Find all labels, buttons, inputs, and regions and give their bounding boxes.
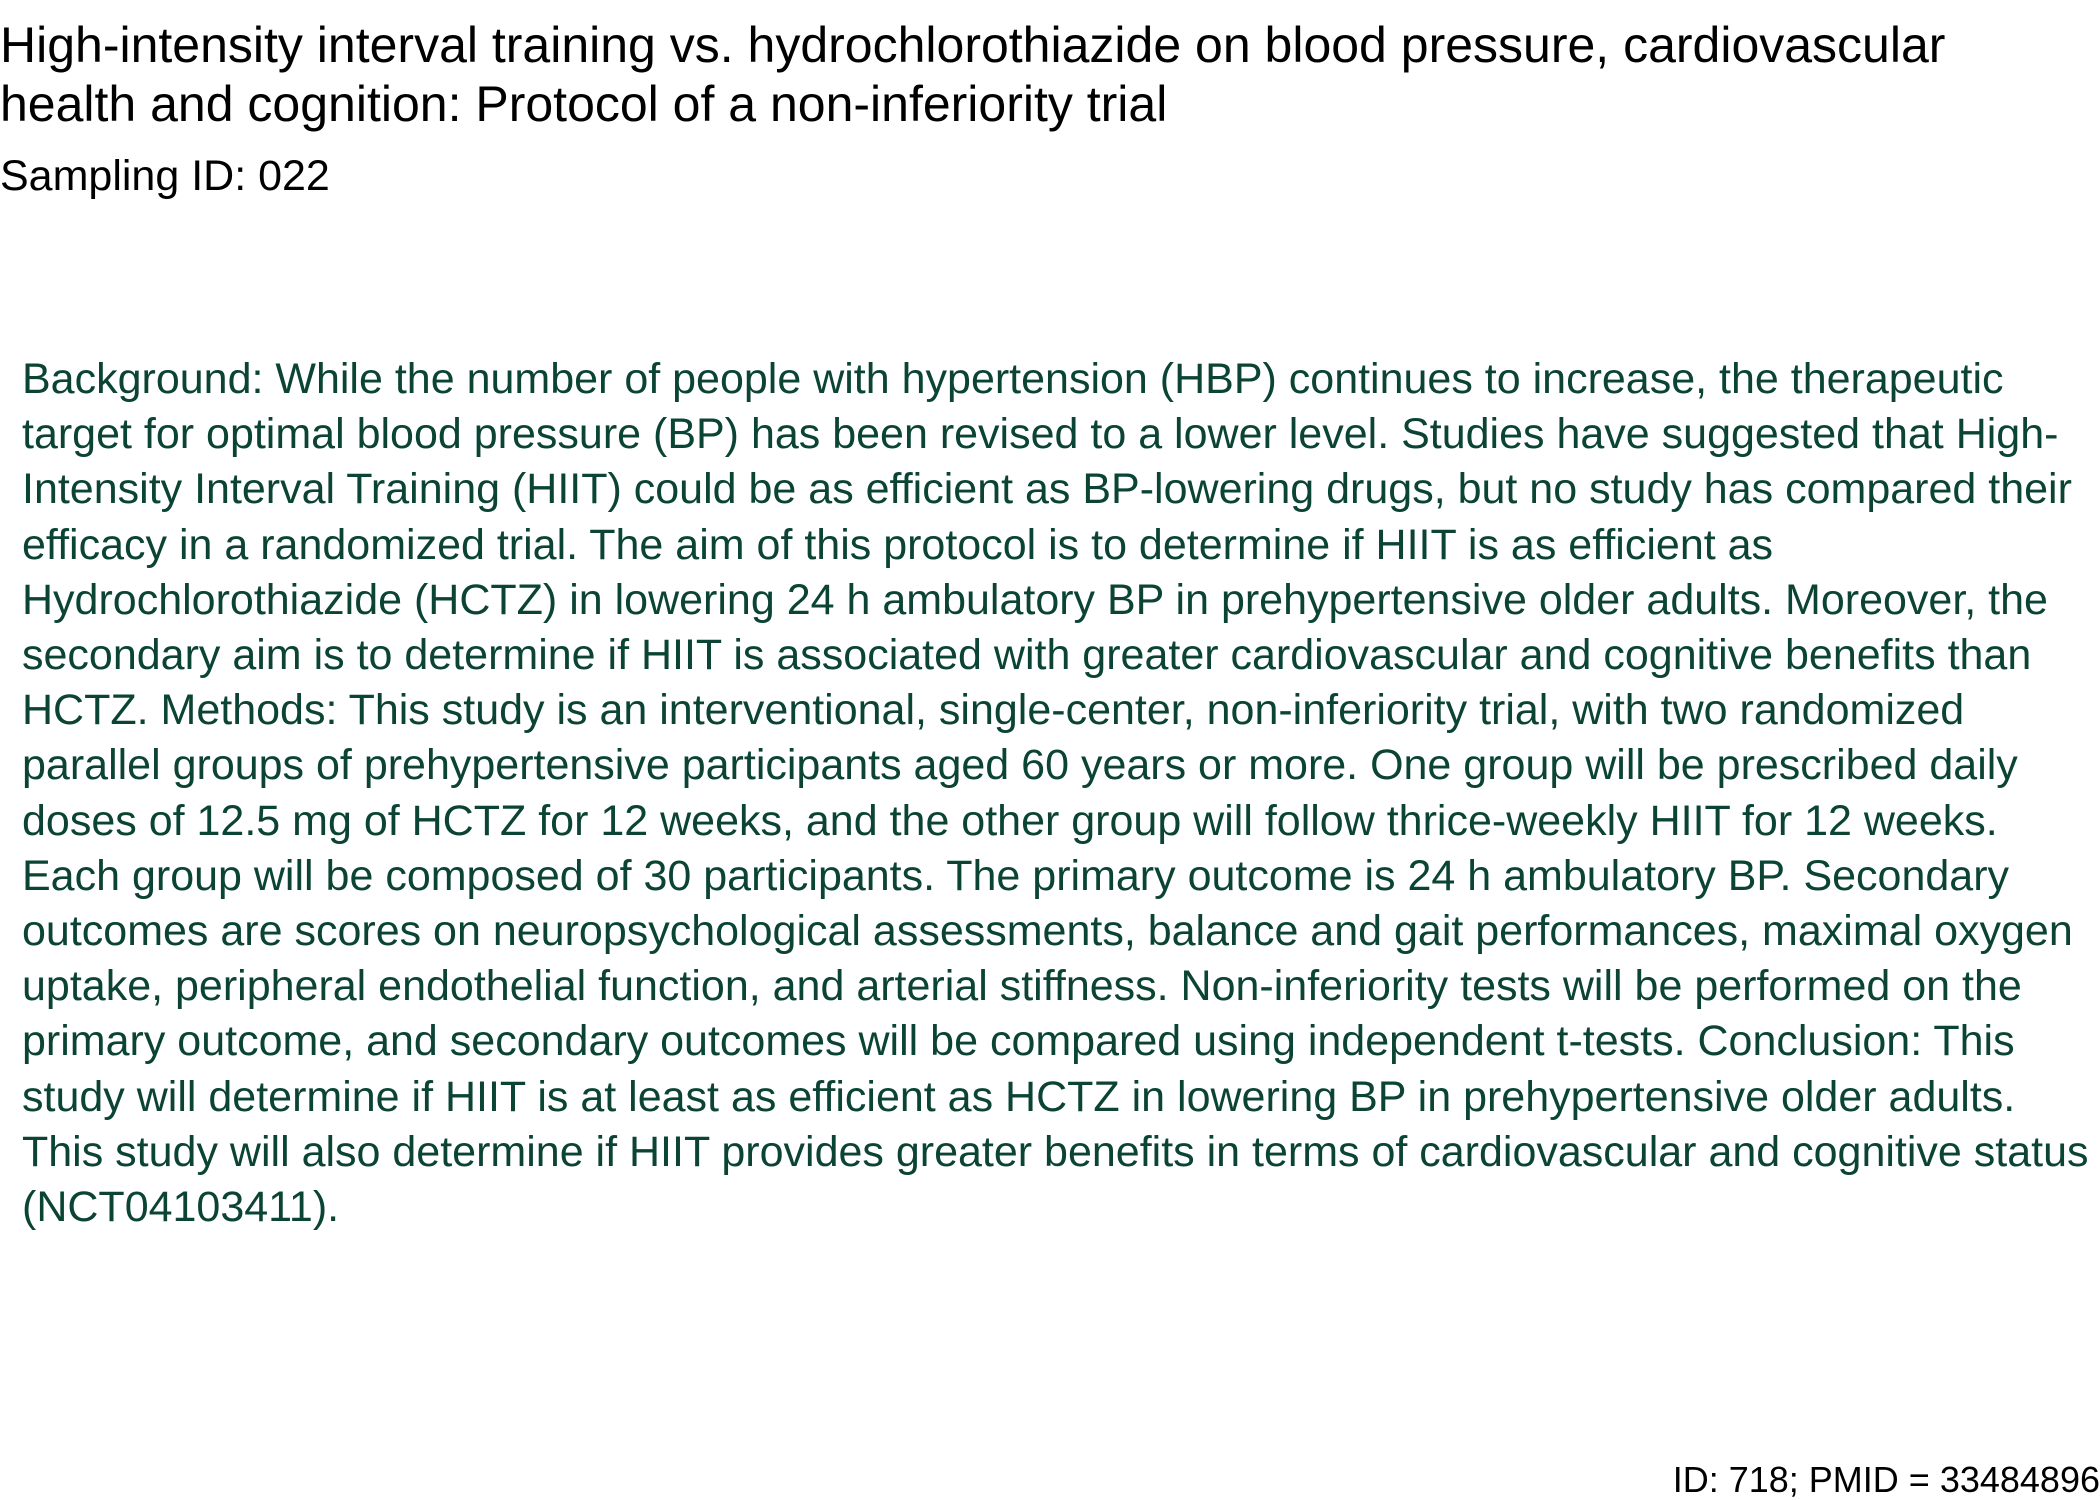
sampling-id: Sampling ID: 022 (0, 152, 330, 200)
footer-id: ID: 718; PMID = 33484896 (1672, 1459, 2100, 1500)
abstract-text: Background: While the number of people w… (22, 355, 2089, 1232)
document-title: High-intensity interval training vs. hyd… (0, 17, 1946, 132)
